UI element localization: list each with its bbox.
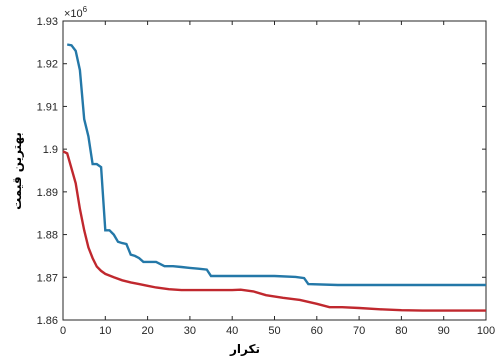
x-tick-label: 10: [99, 325, 111, 337]
x-tick-label: 30: [184, 325, 196, 337]
y-axis-label: بهترین قیمت: [10, 132, 24, 210]
y-tick-label: 1.89: [37, 187, 58, 199]
y-multiplier-label: ×106: [64, 5, 88, 20]
x-tick-label: 60: [311, 325, 323, 337]
x-axis-label: تکرار: [229, 342, 260, 356]
x-tick-label: 20: [141, 325, 153, 337]
series-layer: [62, 43, 486, 312]
x-tick-label: 0: [60, 325, 66, 337]
y-tick-label: 1.9: [43, 144, 58, 156]
series-line-2: [62, 150, 486, 312]
y-tick-label: 1.91: [37, 101, 58, 113]
x-tick-label: 50: [268, 325, 280, 337]
y-tick-label: 1.92: [37, 59, 58, 71]
y-tick-label: 1.88: [37, 230, 58, 242]
x-tick-label: 70: [353, 325, 365, 337]
x-tick-label: 80: [395, 325, 407, 337]
series-line-1: [66, 43, 486, 287]
y-tick-label: 1.93: [37, 16, 58, 28]
y-multiplier-exponent: 6: [83, 5, 88, 14]
x-tick-label: 90: [438, 325, 450, 337]
y-tick-label: 1.87: [37, 272, 58, 284]
axis-ticks: 0 10 20 30 40 50 60 70 80 90 100 1.86 1.87 1.88 1.89 1.…: [37, 16, 496, 337]
x-tick-label: 40: [226, 325, 238, 337]
plot-area: [62, 20, 487, 321]
y-tick-label: 1.86: [37, 315, 58, 327]
x-tick-label: 100: [477, 325, 495, 337]
